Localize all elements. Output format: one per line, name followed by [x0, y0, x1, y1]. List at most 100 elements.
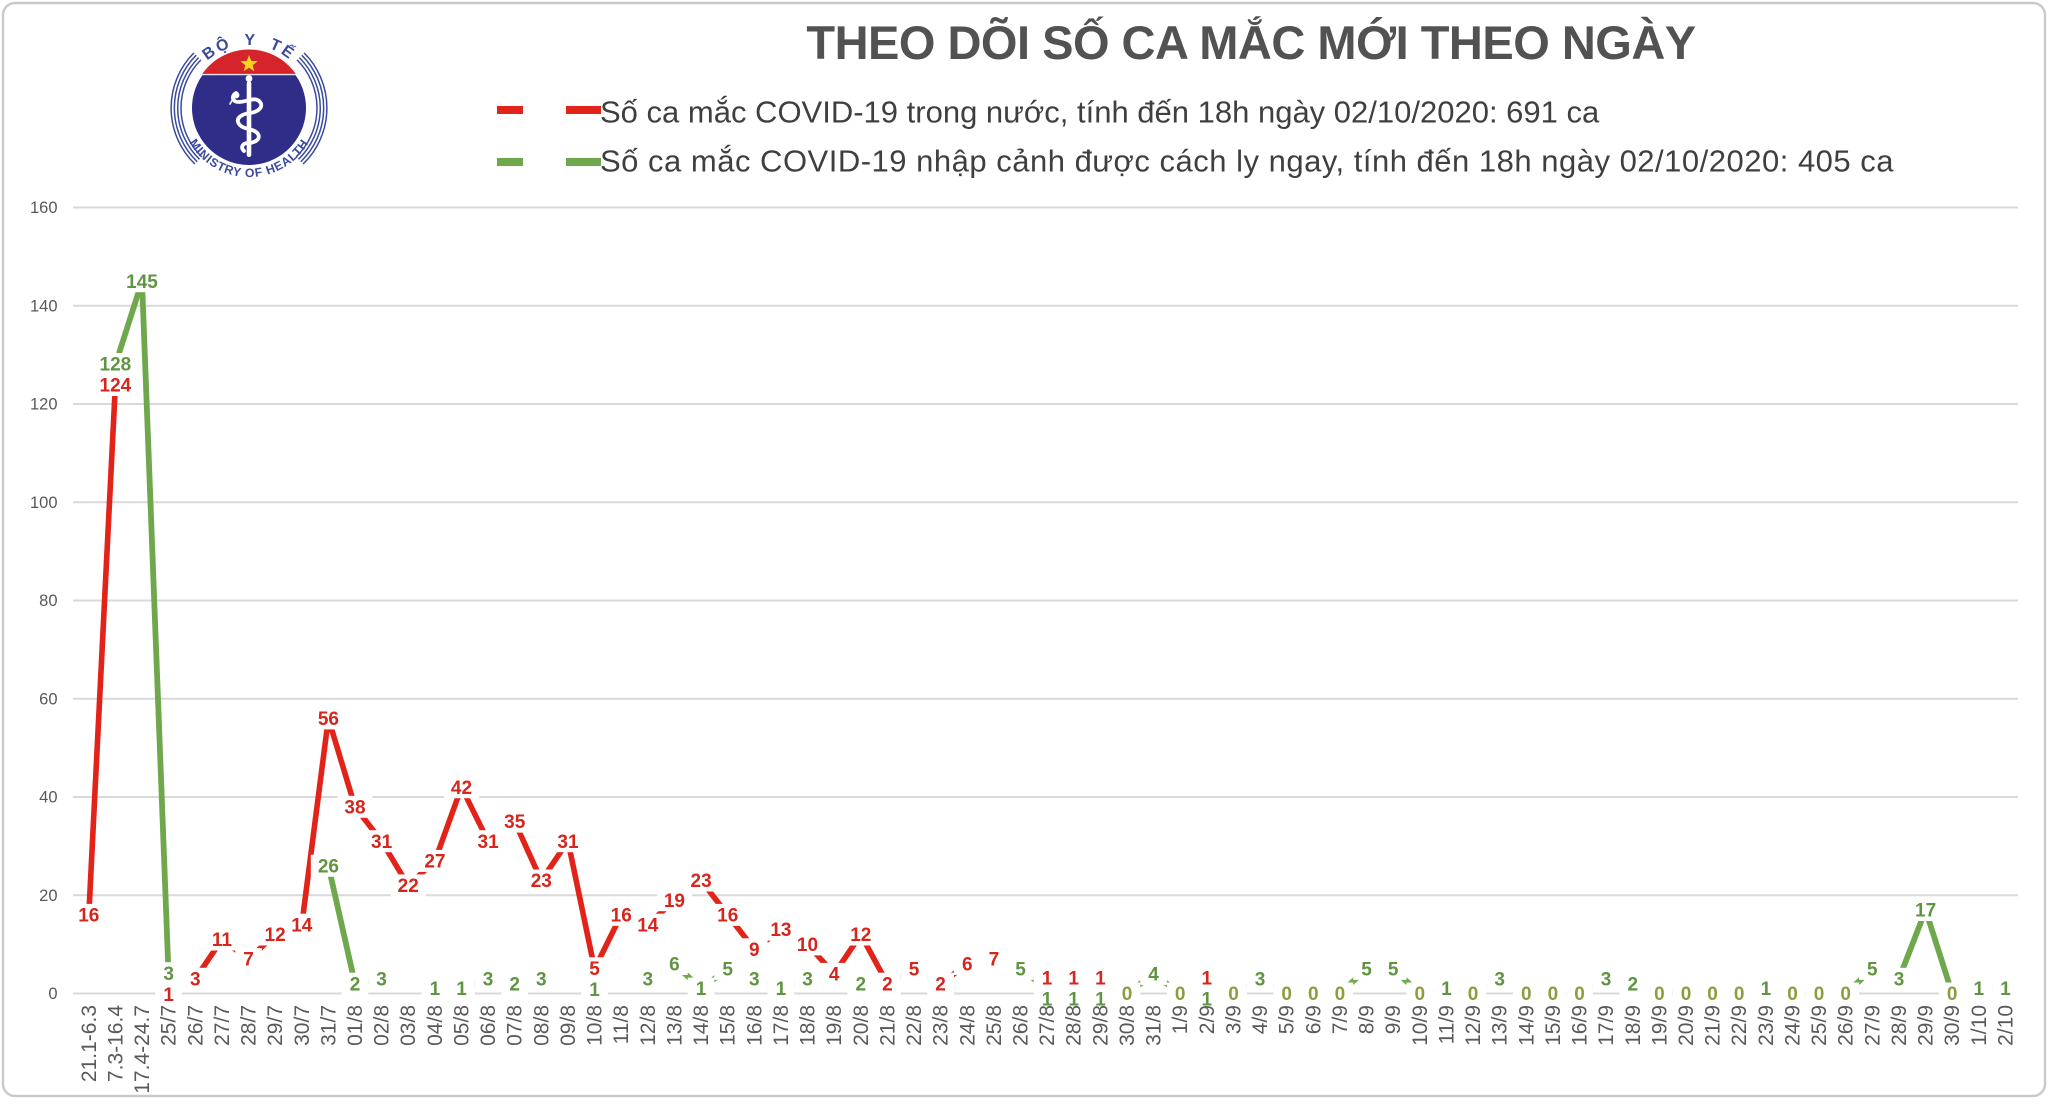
svg-text:05/8: 05/8 — [451, 1005, 474, 1046]
svg-text:42: 42 — [451, 778, 472, 799]
svg-text:124: 124 — [100, 376, 132, 397]
svg-text:20/9: 20/9 — [1675, 1005, 1698, 1046]
svg-text:0: 0 — [1734, 984, 1745, 1005]
svg-text:0: 0 — [48, 985, 57, 1003]
svg-text:3: 3 — [749, 969, 760, 990]
svg-text:1: 1 — [163, 985, 174, 1006]
svg-text:13/8: 13/8 — [663, 1005, 686, 1046]
svg-text:21.1-6.3: 21.1-6.3 — [78, 1005, 101, 1082]
svg-text:1: 1 — [2000, 979, 2011, 1000]
svg-text:24/9: 24/9 — [1782, 1005, 1805, 1046]
svg-text:1: 1 — [1761, 979, 1772, 1000]
svg-text:15/8: 15/8 — [717, 1005, 740, 1046]
svg-text:0: 0 — [1787, 984, 1798, 1005]
svg-text:15/9: 15/9 — [1542, 1005, 1565, 1046]
svg-text:3: 3 — [1494, 969, 1505, 990]
svg-text:30/8: 30/8 — [1116, 1005, 1139, 1046]
svg-text:1: 1 — [1042, 969, 1053, 990]
svg-text:30/9: 30/9 — [1941, 1005, 1964, 1046]
svg-text:28/7: 28/7 — [238, 1005, 261, 1046]
svg-text:23: 23 — [691, 871, 712, 892]
svg-text:31: 31 — [478, 832, 500, 853]
svg-text:Số ca mắc COVID-19 nhập cảnh đ: Số ca mắc COVID-19 nhập cảnh được cách l… — [600, 144, 1894, 179]
svg-text:14/9: 14/9 — [1515, 1005, 1538, 1046]
svg-text:3: 3 — [163, 964, 174, 985]
svg-text:10/9: 10/9 — [1409, 1005, 1432, 1046]
svg-text:3/9: 3/9 — [1223, 1005, 1246, 1034]
svg-text:5: 5 — [1361, 960, 1372, 981]
svg-text:3: 3 — [643, 969, 654, 990]
svg-text:10: 10 — [797, 935, 818, 956]
svg-text:1: 1 — [1974, 979, 1985, 1000]
svg-text:22: 22 — [398, 876, 419, 897]
svg-text:5: 5 — [722, 960, 733, 981]
svg-text:1/10: 1/10 — [1968, 1005, 1991, 1046]
svg-text:0: 0 — [1308, 984, 1319, 1005]
svg-text:1: 1 — [456, 979, 467, 1000]
svg-text:5: 5 — [1015, 960, 1026, 981]
svg-text:40: 40 — [39, 789, 57, 807]
svg-text:11: 11 — [212, 930, 233, 951]
svg-text:0: 0 — [1814, 984, 1825, 1005]
svg-text:27/7: 27/7 — [211, 1005, 234, 1046]
svg-text:03/8: 03/8 — [397, 1005, 420, 1046]
svg-text:14/8: 14/8 — [690, 1005, 713, 1046]
svg-text:2: 2 — [935, 974, 946, 995]
svg-text:16: 16 — [717, 906, 738, 927]
svg-text:2/9: 2/9 — [1196, 1005, 1219, 1034]
svg-text:56: 56 — [318, 709, 339, 730]
svg-text:09/8: 09/8 — [557, 1005, 580, 1046]
svg-text:31: 31 — [557, 832, 579, 853]
svg-text:3: 3 — [1601, 969, 1612, 990]
svg-text:35: 35 — [504, 812, 526, 833]
svg-text:29/7: 29/7 — [264, 1005, 287, 1046]
svg-text:0: 0 — [1122, 984, 1133, 1005]
svg-text:120: 120 — [30, 396, 58, 414]
svg-text:3: 3 — [190, 969, 201, 990]
svg-text:21/9: 21/9 — [1702, 1005, 1725, 1046]
svg-text:25/8: 25/8 — [983, 1005, 1006, 1046]
svg-text:04/8: 04/8 — [424, 1005, 447, 1046]
svg-text:2: 2 — [1628, 974, 1639, 995]
svg-text:17.4-24.7: 17.4-24.7 — [131, 1005, 154, 1094]
svg-text:160: 160 — [30, 199, 58, 217]
svg-text:17/9: 17/9 — [1595, 1005, 1618, 1046]
svg-text:19/8: 19/8 — [823, 1005, 846, 1046]
svg-text:29/9: 29/9 — [1915, 1005, 1938, 1046]
svg-text:27: 27 — [424, 852, 445, 873]
svg-text:24/8: 24/8 — [956, 1005, 979, 1046]
svg-text:9/9: 9/9 — [1382, 1005, 1405, 1034]
svg-text:8/9: 8/9 — [1356, 1005, 1379, 1034]
svg-text:0: 0 — [1521, 984, 1532, 1005]
svg-text:3: 3 — [802, 969, 813, 990]
svg-text:16: 16 — [611, 906, 632, 927]
svg-text:5: 5 — [909, 960, 920, 981]
svg-text:23: 23 — [531, 871, 552, 892]
svg-text:22/8: 22/8 — [903, 1005, 926, 1046]
svg-text:0: 0 — [1707, 984, 1718, 1005]
svg-text:0: 0 — [1281, 984, 1292, 1005]
svg-text:11/8: 11/8 — [610, 1005, 633, 1044]
svg-text:5: 5 — [1388, 960, 1399, 981]
svg-text:2: 2 — [350, 974, 361, 995]
svg-text:20/8: 20/8 — [850, 1005, 873, 1046]
svg-text:7: 7 — [243, 950, 254, 971]
svg-text:145: 145 — [126, 272, 158, 293]
svg-text:20: 20 — [39, 887, 57, 905]
svg-text:28/8: 28/8 — [1063, 1005, 1086, 1046]
svg-text:2/10: 2/10 — [1994, 1005, 2017, 1046]
svg-text:1: 1 — [1202, 969, 1213, 990]
svg-text:Số ca mắc COVID-19 trong nước,: Số ca mắc COVID-19 trong nước, tính đến … — [600, 95, 1600, 130]
svg-text:7/9: 7/9 — [1329, 1005, 1352, 1034]
svg-text:13: 13 — [770, 920, 791, 941]
svg-text:100: 100 — [30, 494, 58, 512]
svg-text:2: 2 — [882, 974, 893, 995]
svg-text:26/8: 26/8 — [1010, 1005, 1033, 1046]
svg-text:4/9: 4/9 — [1249, 1005, 1272, 1034]
svg-text:12/8: 12/8 — [637, 1005, 660, 1046]
svg-text:0: 0 — [1468, 984, 1479, 1005]
svg-text:31: 31 — [371, 832, 393, 853]
svg-text:3: 3 — [376, 969, 387, 990]
svg-text:16/8: 16/8 — [743, 1005, 766, 1046]
svg-text:38: 38 — [344, 797, 365, 818]
